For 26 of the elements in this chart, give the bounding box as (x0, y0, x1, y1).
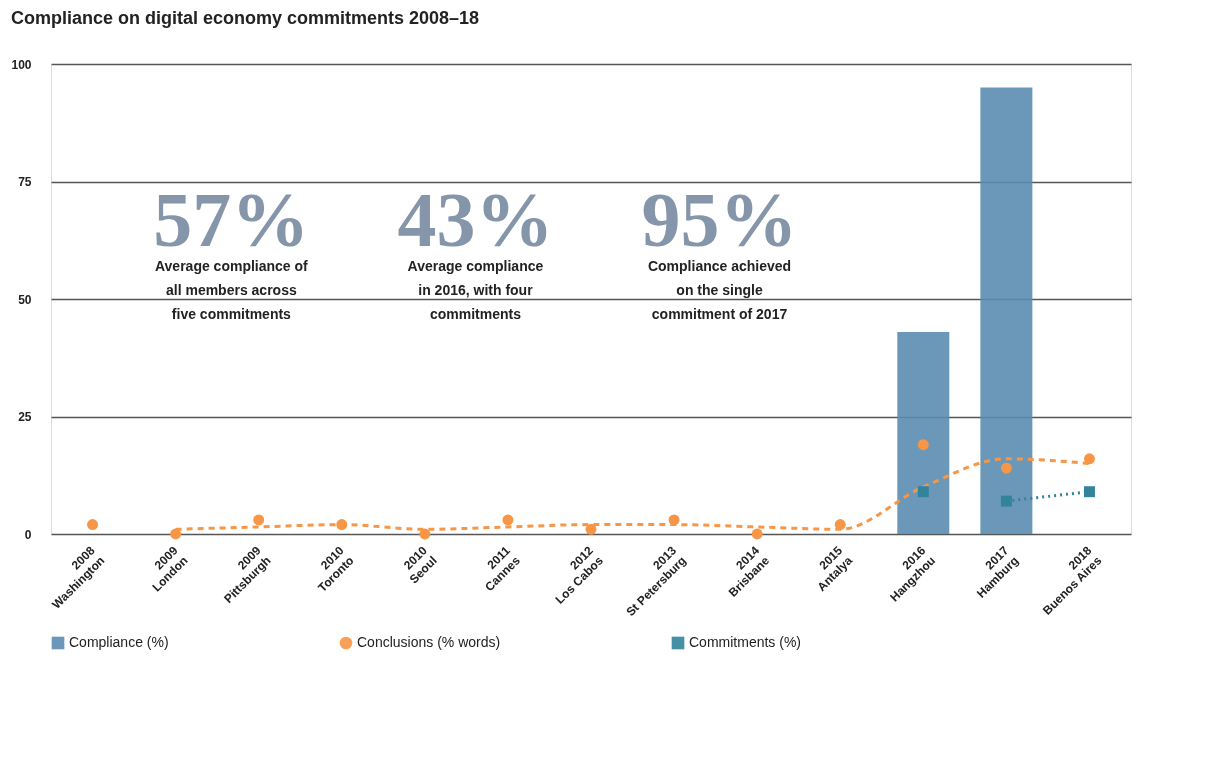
legend-label: Conclusions (% words) (357, 634, 501, 650)
y-tick-label: 75 (18, 175, 32, 189)
point (917, 439, 929, 451)
point (585, 523, 597, 535)
annotation: Average compliance of all members across five commitments (154, 258, 309, 322)
point (502, 514, 514, 526)
y-tick-label: 25 (18, 410, 32, 424)
point (751, 528, 763, 540)
point (1083, 486, 1095, 498)
chart-title: Compliance on digital economy commitments 2008–18 (10, 8, 480, 28)
annotation: Compliance achieved on the single commitment of 2017 (647, 258, 792, 322)
annotation: Average compliance in 2016, with four commitments (407, 258, 544, 322)
point (917, 486, 929, 498)
point (87, 519, 99, 531)
y-tick-label: 0 (24, 527, 32, 542)
y-tick-label: 100 (11, 57, 32, 72)
y-tick-label: 50 (18, 292, 32, 307)
legend-label: Compliance (%) (69, 634, 169, 650)
point (1000, 462, 1012, 474)
point (419, 528, 431, 540)
point (1000, 495, 1012, 507)
legend-label: Commitments (%) (689, 634, 802, 650)
point (170, 528, 182, 540)
point (834, 519, 846, 531)
point (1083, 453, 1095, 465)
point (253, 514, 265, 526)
